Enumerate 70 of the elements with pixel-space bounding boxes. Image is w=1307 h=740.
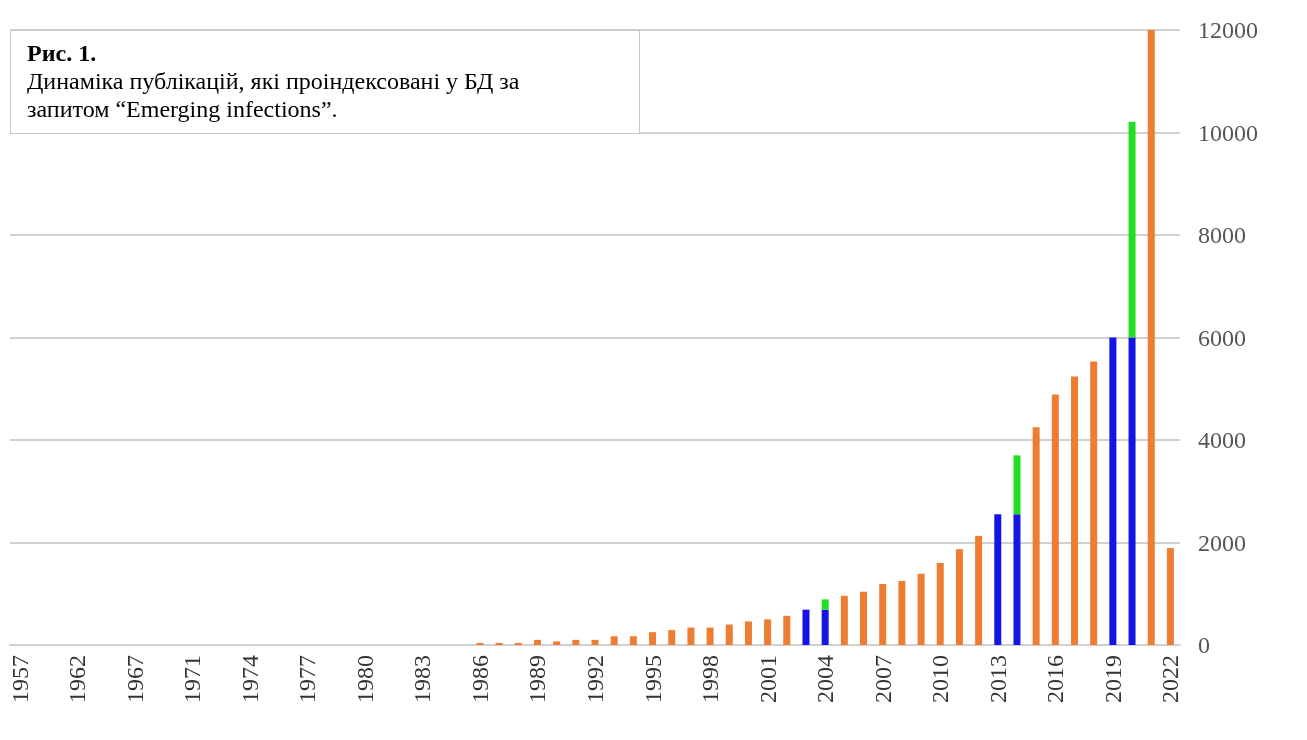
bar [1051, 394, 1059, 645]
x-tick-label: 1980 [351, 655, 378, 703]
bar [917, 573, 925, 645]
bar [936, 563, 944, 645]
bar [1147, 30, 1155, 645]
bar [706, 627, 714, 645]
bar [533, 639, 541, 645]
bar [994, 514, 1002, 645]
bar [821, 599, 829, 610]
x-tick-label: 1971 [179, 655, 206, 703]
bar [1109, 337, 1117, 645]
x-tick-label: 2001 [754, 655, 781, 703]
x-tick-label: 1957 [6, 655, 33, 703]
y-tick-label: 8000 [1198, 222, 1246, 248]
bar [668, 630, 676, 645]
bar [764, 619, 772, 645]
bar [1013, 455, 1021, 515]
bar [955, 549, 963, 645]
x-tick-label: 2022 [1157, 655, 1184, 703]
y-tick-label: 0 [1198, 632, 1210, 658]
x-tick-label: 1967 [121, 655, 148, 703]
bar [514, 642, 522, 645]
bar [572, 639, 580, 645]
bar [725, 624, 733, 645]
bar [476, 642, 484, 645]
y-tick-label: 12000 [1198, 17, 1258, 43]
caption-box: Рис. 1. Динаміка публікацій, які проіндексовані у БД за запитом “Emerging infections”. [10, 30, 640, 134]
bar [860, 591, 868, 645]
x-tick-label: 1983 [409, 655, 436, 703]
bar [1128, 121, 1136, 338]
x-tick-label: 1995 [639, 655, 666, 703]
bar [802, 609, 810, 645]
bar [495, 642, 503, 645]
bar [610, 636, 618, 645]
bar [629, 636, 637, 645]
x-tick-label: 1974 [236, 655, 263, 703]
y-tick-label: 10000 [1198, 119, 1258, 146]
x-tick-label: 2010 [927, 655, 954, 703]
chart-title: Рис. 1. [27, 39, 98, 67]
x-tick-label: 1992 [582, 655, 608, 703]
x-tick-label: 1998 [697, 655, 724, 703]
bar [783, 615, 791, 645]
bar [649, 632, 657, 645]
bar [687, 627, 695, 645]
x-tick-label: 1986 [466, 655, 493, 703]
bar [821, 609, 829, 645]
bar [840, 595, 848, 645]
y-tick-label: 4000 [1198, 427, 1246, 453]
bar [1013, 514, 1021, 645]
x-tick-label: 2016 [1042, 655, 1069, 703]
x-tick-label: 1977 [294, 655, 321, 703]
x-tick-label: 2004 [812, 655, 839, 703]
x-tick-label: 2013 [984, 655, 1011, 703]
bar [1071, 376, 1079, 645]
bar [898, 580, 906, 645]
bar [1032, 427, 1040, 645]
x-tick-label: 1989 [524, 655, 551, 703]
bar [879, 584, 887, 645]
bar [1090, 361, 1098, 645]
x-tick-label: 2019 [1099, 655, 1126, 703]
bar [975, 535, 983, 645]
bar [1128, 337, 1136, 645]
y-tick-label: 2000 [1198, 529, 1246, 556]
bar [553, 641, 561, 645]
bar [1166, 548, 1174, 645]
bar [591, 639, 599, 645]
y-tick-label: 6000 [1198, 324, 1246, 351]
x-tick-label: 2007 [869, 655, 896, 703]
x-tick-label: 1962 [64, 655, 91, 703]
bar [744, 621, 752, 645]
